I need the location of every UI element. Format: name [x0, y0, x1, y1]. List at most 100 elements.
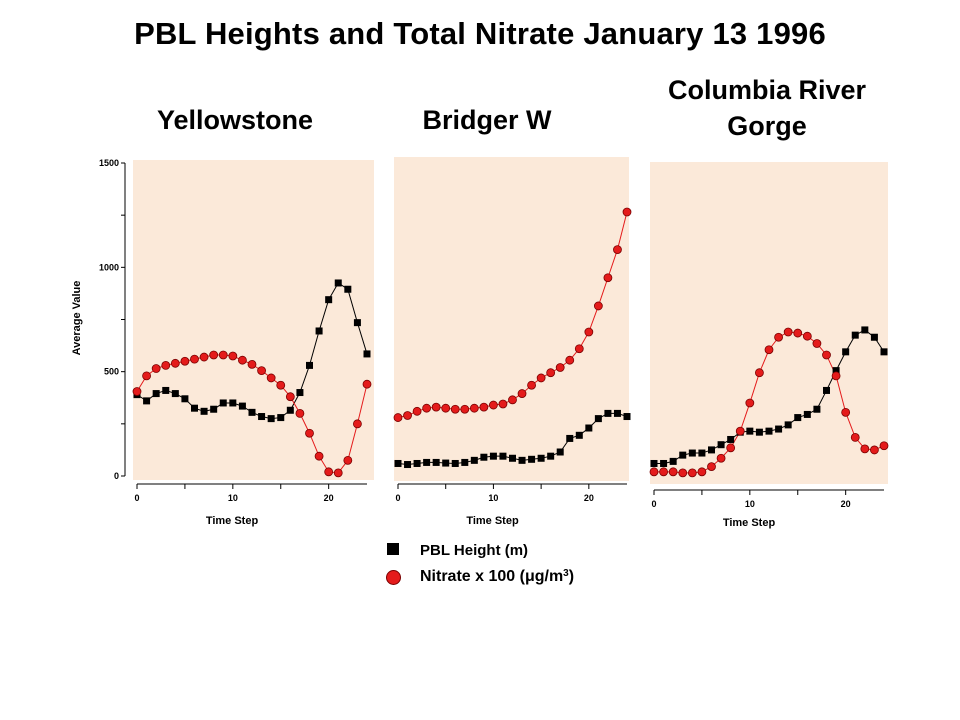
- pbl-point: [679, 451, 687, 459]
- nitrate-point: [603, 273, 613, 283]
- pbl-point: [660, 459, 668, 467]
- nitrate-point: [668, 467, 678, 477]
- pbl-point: [604, 409, 612, 417]
- x-tick-label: 10: [228, 493, 238, 503]
- nitrate-point: [517, 389, 527, 398]
- pbl-point: [162, 386, 170, 394]
- pbl-point: [870, 333, 878, 341]
- pbl-point: [442, 459, 450, 467]
- pbl-point: [784, 421, 792, 429]
- pbl-point: [461, 458, 469, 466]
- pbl-point: [334, 279, 342, 287]
- legend-nitrate-suffix: ): [568, 568, 575, 585]
- nitrate-point: [295, 408, 305, 418]
- pbl-point: [238, 402, 246, 410]
- pbl-point: [267, 415, 275, 423]
- nitrate-point: [536, 373, 546, 383]
- nitrate-point: [755, 368, 764, 378]
- nitrate-point: [450, 404, 460, 414]
- pbl-point: [566, 434, 574, 442]
- y-tick-label: 0: [114, 471, 119, 481]
- pbl-point: [296, 389, 304, 397]
- nitrate-point: [879, 441, 889, 451]
- nitrate-point: [860, 444, 870, 454]
- pbl-point: [708, 446, 715, 454]
- nitrate-point: [622, 207, 632, 217]
- pbl-point: [451, 459, 459, 467]
- legend-nitrate-label: Nitrate x 100 (μg/m3): [420, 568, 574, 586]
- pbl-point: [594, 415, 602, 423]
- pbl-point: [248, 408, 256, 416]
- x-tick-label: 0: [651, 499, 656, 509]
- pbl-point: [219, 399, 227, 407]
- nitrate-point: [546, 368, 556, 378]
- nitrate-point: [870, 445, 879, 455]
- pbl-point: [404, 461, 412, 469]
- pbl-point: [181, 395, 189, 403]
- pbl-point: [842, 348, 850, 356]
- plot-background: [133, 160, 374, 480]
- nitrate-point: [697, 467, 707, 477]
- nitrate-point: [403, 411, 412, 420]
- pbl-point: [575, 431, 583, 439]
- x-axis-label: Time Step: [723, 517, 776, 529]
- nitrate-point: [324, 467, 334, 477]
- site-title-columbia: Columbia River Gorge: [632, 72, 902, 144]
- nitrate-point: [841, 407, 851, 417]
- pbl-point: [470, 456, 478, 464]
- nitrate-point: [276, 380, 286, 390]
- nitrate-point: [314, 451, 324, 461]
- pbl-point: [315, 327, 323, 335]
- nitrate-point: [707, 462, 716, 472]
- pbl-point: [306, 361, 313, 369]
- y-tick-label: 1000: [99, 262, 119, 272]
- nitrate-point: [716, 453, 726, 463]
- nitrate-point: [812, 339, 822, 348]
- pbl-point: [775, 425, 783, 433]
- pbl-point: [556, 448, 564, 456]
- page-title: PBL Heights and Total Nitrate January 13…: [134, 16, 826, 51]
- nitrate-point: [584, 327, 594, 337]
- nitrate-point: [735, 426, 745, 436]
- pbl-point: [547, 452, 555, 460]
- nitrate-point: [247, 359, 257, 369]
- legend: PBL Height (m) Nitrate x 100 (μg/m3): [384, 540, 684, 600]
- nitrate-point: [161, 361, 171, 370]
- nitrate-point: [393, 413, 403, 422]
- pbl-point: [191, 404, 198, 412]
- pbl-point: [509, 454, 516, 462]
- pbl-point: [803, 410, 811, 418]
- x-axis-label: Time Step: [206, 515, 259, 527]
- pbl-point: [880, 348, 888, 356]
- nitrate-point: [333, 468, 343, 478]
- nitrate-point: [831, 371, 841, 381]
- nitrate-point: [555, 363, 565, 372]
- pbl-point: [727, 435, 735, 443]
- pbl-point: [688, 449, 696, 457]
- pbl-point: [277, 414, 285, 422]
- pbl-point: [152, 390, 160, 398]
- pbl-point: [755, 428, 763, 436]
- nitrate-point: [565, 355, 575, 365]
- legend-nitrate-prefix: Nitrate x 100 (: [420, 568, 525, 585]
- site-title-line: Columbia River: [667, 75, 867, 105]
- pbl-point: [286, 406, 294, 414]
- pbl-point: [200, 407, 208, 415]
- pbl-point: [229, 399, 237, 407]
- x-tick-label: 20: [841, 499, 851, 509]
- nitrate-point: [257, 366, 266, 376]
- pbl-point: [813, 405, 821, 413]
- pbl-point: [623, 413, 631, 421]
- pbl-point: [171, 390, 179, 398]
- pbl-point: [528, 455, 536, 463]
- nitrate-point: [678, 468, 688, 478]
- nitrate-point: [132, 387, 142, 396]
- nitrate-point: [469, 403, 479, 413]
- pbl-point: [258, 413, 266, 421]
- nitrate-point: [822, 350, 831, 360]
- nitrate-point: [613, 245, 622, 254]
- pbl-point: [851, 331, 859, 339]
- pbl-point: [823, 386, 830, 394]
- nitrate-point: [412, 406, 422, 416]
